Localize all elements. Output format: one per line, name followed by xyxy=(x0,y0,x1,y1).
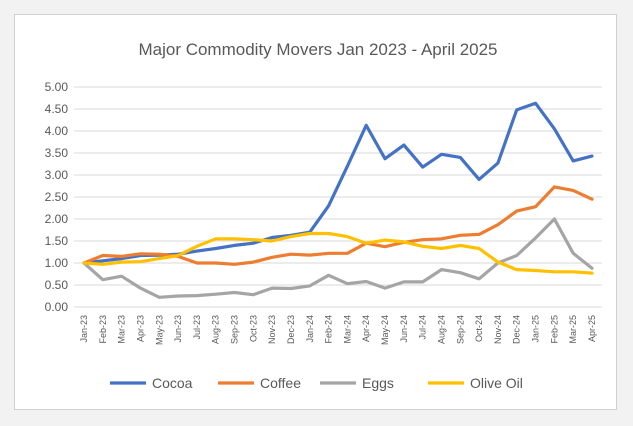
y-tick-label: 0.50 xyxy=(45,278,69,292)
x-axis-ticks: Jan-23 Feb-23 Mar-23 Apr-23 May-23 Jun-23 Jul-… xyxy=(79,315,597,345)
legend-label-cocoa: Cocoa xyxy=(152,375,193,391)
series-lines xyxy=(82,101,594,299)
series-line-olive-oil xyxy=(82,231,594,275)
y-tick-label: 0.00 xyxy=(45,300,69,314)
y-tick-label: 3.00 xyxy=(45,168,69,182)
y-tick-label: 2.00 xyxy=(45,212,69,226)
y-tick-label: 1.00 xyxy=(45,256,69,270)
legend-label-coffee: Coffee xyxy=(260,375,301,391)
y-tick-label: 2.50 xyxy=(45,190,69,204)
x-tick-label: Jun-23 xyxy=(173,315,183,343)
x-tick-label: Jan-23 xyxy=(79,315,89,343)
x-tick-label: Dec-23 xyxy=(286,315,296,344)
x-tick-label: Feb-23 xyxy=(98,315,108,344)
y-tick-label: 5.00 xyxy=(45,80,69,94)
legend-label-eggs: Eggs xyxy=(362,375,394,391)
x-tick-label: Mar-23 xyxy=(117,315,127,344)
x-tick-label: Apr-23 xyxy=(135,315,145,342)
x-tick-label: Jul-23 xyxy=(192,315,202,340)
x-tick-label: Jun-24 xyxy=(399,315,409,343)
x-tick-label: May-24 xyxy=(380,315,390,345)
x-tick-label: Sep-24 xyxy=(455,315,465,344)
x-tick-label: Sep-23 xyxy=(230,315,240,344)
legend-label-olive-oil: Olive Oil xyxy=(470,375,523,391)
x-tick-label: Aug-23 xyxy=(211,315,221,344)
y-tick-label: 4.50 xyxy=(45,102,69,116)
series-line-cocoa xyxy=(82,101,594,265)
gridlines xyxy=(74,86,602,308)
x-tick-label: Nov-24 xyxy=(493,315,503,344)
x-tick-label: Feb-24 xyxy=(324,315,334,344)
x-tick-label: Aug-24 xyxy=(436,315,446,344)
x-tick-label: Jan-25 xyxy=(531,315,541,343)
x-tick-label: Nov-23 xyxy=(267,315,277,344)
series-line-coffee xyxy=(82,185,594,266)
series-line-eggs xyxy=(82,217,594,299)
legend: Cocoa Coffee Eggs Olive Oil xyxy=(110,375,523,391)
chart-title: Major Commodity Movers Jan 2023 - April … xyxy=(138,40,497,59)
x-tick-label: Dec-24 xyxy=(512,315,522,344)
x-tick-label: May-23 xyxy=(154,315,164,345)
x-tick-label: Jan-24 xyxy=(305,315,315,343)
y-axis-ticks: 0.00 0.50 1.00 1.50 2.00 2.50 3.00 3.50 4.00 4.50… xyxy=(45,80,69,314)
x-tick-label: Mar-24 xyxy=(342,315,352,344)
x-tick-label: Oct-23 xyxy=(248,315,258,342)
x-tick-label: Apr-25 xyxy=(587,315,597,342)
x-tick-label: Feb-25 xyxy=(549,315,559,344)
x-tick-label: Mar-25 xyxy=(568,315,578,344)
y-tick-label: 4.00 xyxy=(45,124,69,138)
x-tick-label: Oct-24 xyxy=(474,315,484,342)
y-tick-label: 3.50 xyxy=(45,146,69,160)
x-tick-label: Apr-24 xyxy=(361,315,371,342)
x-tick-label: Jul-24 xyxy=(418,315,428,340)
y-tick-label: 1.50 xyxy=(45,234,69,248)
